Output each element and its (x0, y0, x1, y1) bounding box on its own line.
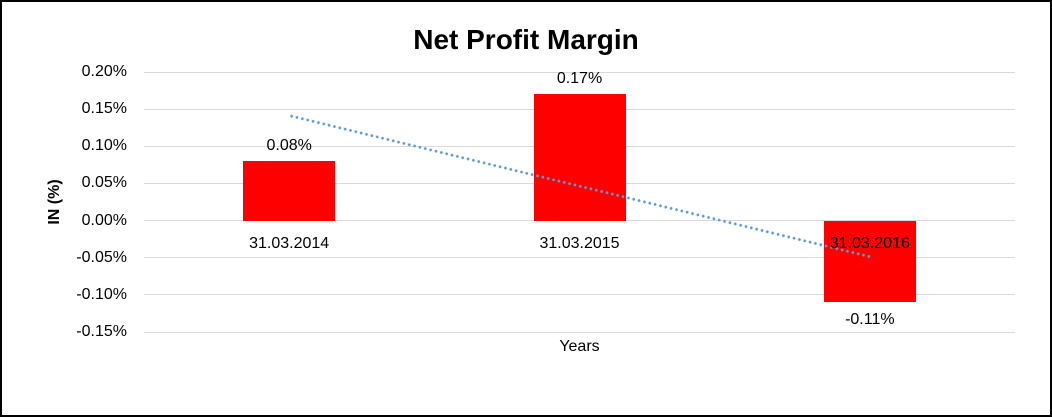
bar-31.03.2014 (243, 161, 336, 221)
y-gridline (144, 294, 1015, 296)
y-axis-tick-label: -0.05% (76, 248, 127, 266)
y-axis-tick-label: -0.10% (76, 285, 127, 303)
y-axis-tick-label: 0.20% (81, 63, 127, 80)
category-label: 31.03.2014 (249, 234, 330, 252)
bar-31.03.2015 (533, 94, 626, 221)
y-gridline (144, 220, 1015, 222)
category-label: 31.03.2015 (539, 234, 620, 252)
y-gridline (144, 331, 1015, 333)
y-axis-tick-label: 0.00% (81, 211, 127, 229)
y-axis-tick-label: 0.10% (81, 137, 127, 155)
y-axis-tick-label: -0.15% (76, 323, 127, 340)
data-label: -0.11% (845, 311, 895, 329)
x-axis-title: Years (559, 338, 600, 355)
data-label: 0.17% (556, 70, 603, 88)
data-label: 0.08% (266, 137, 312, 155)
category-label: 31.03.2016 (829, 234, 910, 252)
y-axis-tick-label: 0.15% (81, 100, 127, 118)
chart-title: Net Profit Margin (413, 24, 639, 55)
y-axis-tick-label: 0.05% (81, 174, 127, 192)
y-gridline (144, 71, 1015, 73)
bar-31.03.2016 (823, 220, 916, 303)
y-gridline (144, 257, 1015, 259)
